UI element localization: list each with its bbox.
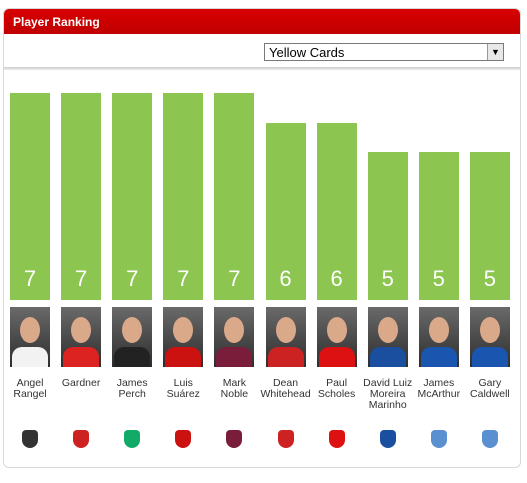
player-photo bbox=[112, 307, 153, 367]
bar bbox=[10, 93, 50, 300]
player-name: David Luiz Moreira Marinho bbox=[363, 377, 413, 411]
value-label: 5 bbox=[483, 266, 497, 291]
player-name: James McArthur bbox=[417, 377, 461, 400]
bar bbox=[367, 152, 408, 300]
player-name: Angel Rangel bbox=[13, 377, 47, 400]
player-name: Gary Caldwell bbox=[470, 377, 510, 400]
bar bbox=[265, 122, 306, 300]
photo-shirt bbox=[369, 347, 406, 367]
club-badge bbox=[328, 430, 345, 448]
photo-face bbox=[71, 317, 92, 343]
bar bbox=[469, 152, 510, 300]
photo-shirt bbox=[216, 347, 253, 367]
photo-face bbox=[377, 317, 398, 343]
photo-shirt bbox=[12, 347, 48, 367]
bar bbox=[418, 152, 459, 300]
photo-face bbox=[173, 317, 194, 343]
photo-shirt bbox=[114, 347, 151, 367]
value-label: 7 bbox=[74, 266, 88, 291]
photo-face bbox=[224, 317, 245, 343]
title: Player Ranking bbox=[13, 15, 100, 29]
player-photo bbox=[367, 307, 408, 367]
club-badge bbox=[226, 430, 243, 448]
photo-face bbox=[122, 317, 143, 343]
value-label: 6 bbox=[330, 266, 343, 291]
player-name: Paul Scholes bbox=[317, 377, 356, 400]
player-name: James Perch bbox=[116, 377, 148, 400]
club-badge bbox=[124, 430, 141, 448]
player-photo bbox=[316, 307, 357, 367]
bar bbox=[112, 93, 153, 300]
photo-shirt bbox=[267, 347, 304, 367]
dropdown-arrow[interactable]: ▼ bbox=[487, 44, 503, 60]
club-badge bbox=[175, 430, 192, 448]
photo-face bbox=[479, 317, 500, 343]
bar bbox=[316, 122, 357, 300]
player-name: Mark Noble bbox=[220, 377, 249, 400]
photo-shirt bbox=[471, 347, 508, 367]
player-name: Dean Whitehead bbox=[260, 377, 311, 400]
dropdown-value: Yellow Cards bbox=[269, 45, 345, 60]
value-label: 7 bbox=[23, 266, 37, 291]
bar bbox=[163, 93, 204, 300]
photo-face bbox=[428, 317, 449, 343]
photo-face bbox=[275, 317, 296, 343]
bar bbox=[214, 93, 255, 300]
bar bbox=[61, 93, 102, 300]
club-badge bbox=[73, 430, 90, 448]
player-photo bbox=[265, 307, 306, 367]
photo-face bbox=[20, 317, 40, 343]
stat-dropdown[interactable]: Yellow Cards ▼ bbox=[264, 43, 504, 61]
club-badge bbox=[430, 430, 447, 448]
photo-shirt bbox=[63, 347, 100, 367]
photo-face bbox=[326, 317, 347, 343]
photo-shirt bbox=[165, 347, 202, 367]
value-label: 7 bbox=[177, 266, 190, 291]
value-label: 7 bbox=[228, 266, 241, 291]
player-photo bbox=[163, 307, 204, 367]
photo-shirt bbox=[318, 347, 355, 367]
panel: Player Ranking Yellow Cards ▼ 7 Angel Rang… bbox=[3, 8, 521, 468]
header: Player Ranking bbox=[4, 9, 520, 34]
photo-shirt bbox=[420, 347, 457, 367]
player-photo bbox=[418, 307, 459, 367]
player-photo bbox=[469, 307, 510, 367]
player-photo bbox=[61, 307, 102, 367]
club-badge bbox=[379, 430, 396, 448]
club-badge bbox=[277, 430, 294, 448]
player-name: Luis Suárez bbox=[166, 377, 200, 400]
divider bbox=[4, 67, 520, 70]
player-name: Gardner bbox=[61, 377, 101, 389]
player-photo bbox=[10, 307, 50, 367]
player-photo bbox=[214, 307, 255, 367]
value-label: 6 bbox=[279, 266, 292, 291]
value-label: 7 bbox=[126, 266, 139, 291]
value-label: 5 bbox=[432, 266, 445, 291]
club-badge bbox=[22, 430, 38, 448]
value-label: 5 bbox=[381, 266, 394, 291]
club-badge bbox=[481, 430, 498, 448]
